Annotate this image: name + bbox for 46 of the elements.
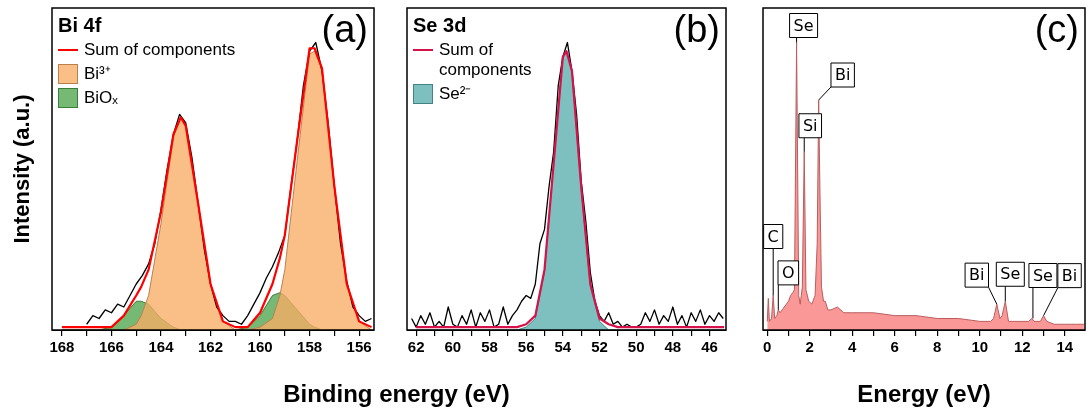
x-tick-label: 4 <box>848 338 858 356</box>
x-tick-label: 168 <box>49 338 75 356</box>
legend-label: Bi³⁺ <box>84 64 111 84</box>
annotation: (a) <box>321 8 368 51</box>
x-tick-label: 158 <box>297 338 323 356</box>
x-tick-label: 62 <box>407 338 425 356</box>
annotation: O <box>782 263 795 283</box>
legend-label: Sum of components <box>439 40 533 80</box>
x-tick-label: 48 <box>664 338 682 356</box>
annotation: Se <box>793 15 814 35</box>
annotation: (b) <box>673 8 720 51</box>
chart-title: Bi 4f <box>58 14 102 37</box>
x-tick-label: 52 <box>591 338 608 356</box>
legend-label: Sum of components <box>84 40 236 60</box>
chart-title: Se 3d <box>413 14 467 37</box>
x-tick-label: 50 <box>627 338 645 356</box>
x-tick-label: 60 <box>444 338 462 356</box>
x-tick-label: 156 <box>346 338 372 356</box>
x-tick-label: 54 <box>554 338 572 356</box>
annotation: Si <box>802 115 818 135</box>
x-tick-label: 166 <box>98 338 124 356</box>
x-tick-label: 14 <box>1056 338 1074 356</box>
y-axis-title: Intensity (a.u.) <box>9 94 35 244</box>
legend-label: BiOₓ <box>84 88 118 108</box>
annotation: Bi <box>969 265 985 285</box>
x-tick-label: 164 <box>148 338 175 356</box>
x-tick-label: 10 <box>971 338 989 356</box>
x-tick-label: 160 <box>247 338 273 356</box>
x-tick-label: 58 <box>481 338 498 356</box>
x-tick-label: 12 <box>1013 338 1031 356</box>
legend-label: Se²⁻ <box>439 84 472 104</box>
annotation: Bi <box>834 65 851 85</box>
x-tick-label: 0 <box>763 338 772 356</box>
x-tick-label: 6 <box>890 338 899 356</box>
annotation: C <box>767 226 779 246</box>
x-tick-label: 2 <box>805 338 814 356</box>
annotation: (c) <box>1034 8 1079 51</box>
annotation: Bi <box>1061 265 1078 285</box>
x-tick-label: 56 <box>517 338 535 356</box>
x-tick-label: 8 <box>933 338 942 356</box>
x-axis-title: Binding energy (eV) <box>283 380 510 408</box>
annotation: Se <box>1000 264 1021 284</box>
x-tick-label: 162 <box>198 338 224 356</box>
x-tick-label: 46 <box>701 338 718 356</box>
x-axis-title: Energy (eV) <box>857 380 991 408</box>
annotation: Se <box>1032 265 1053 285</box>
